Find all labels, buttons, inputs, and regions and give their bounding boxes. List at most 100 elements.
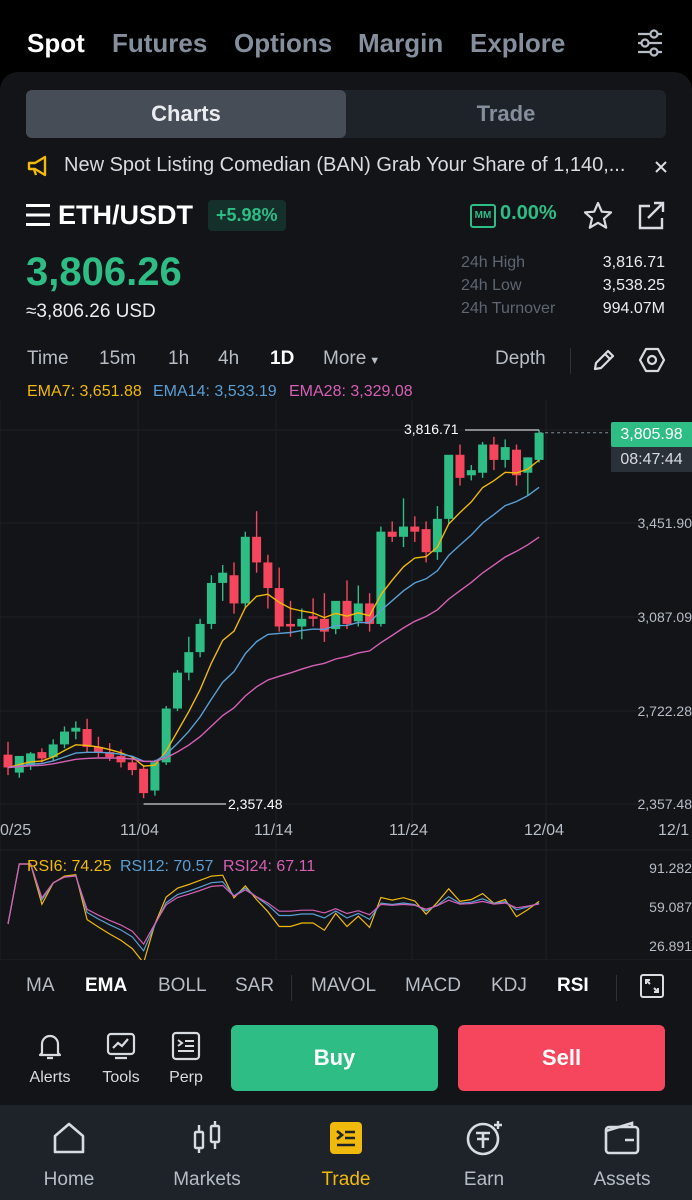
- high-marker-label: 3,816.71: [404, 421, 459, 437]
- low-marker-label: 2,357.48: [228, 796, 283, 812]
- nav-trade[interactable]: Trade: [286, 1111, 406, 1190]
- y-tick: 2,357.48: [637, 796, 692, 812]
- perp-icon: [171, 1031, 201, 1061]
- tab-spot[interactable]: Spot: [27, 28, 85, 58]
- timeframe-time[interactable]: Time: [27, 348, 69, 369]
- indicator-ema[interactable]: EMA: [85, 975, 128, 996]
- nav-assets[interactable]: Assets: [562, 1111, 682, 1190]
- indicator-kdj[interactable]: KDJ: [491, 975, 527, 996]
- trade-tab[interactable]: Trade: [476, 101, 536, 126]
- pair-name[interactable]: ETH/USDT: [58, 200, 193, 230]
- fullscreen-icon[interactable]: [639, 973, 665, 999]
- timeframe-15m[interactable]: 15m: [99, 348, 136, 369]
- nav-earn[interactable]: Earn: [424, 1111, 544, 1190]
- tab-options[interactable]: Options: [234, 28, 333, 58]
- candle: [455, 454, 465, 478]
- rsi6-line: [7, 863, 540, 960]
- candle: [365, 603, 375, 624]
- candle: [512, 449, 521, 476]
- close-icon[interactable]: [654, 160, 668, 174]
- current-price-tag: 3,805.98: [611, 422, 692, 447]
- candle: [252, 536, 262, 563]
- timeframe-1d[interactable]: 1D: [270, 348, 295, 369]
- candle: [274, 588, 284, 627]
- indicator-boll[interactable]: BOLL: [158, 975, 207, 996]
- alerts-button[interactable]: Alerts: [20, 1030, 80, 1087]
- chart-settings-icon[interactable]: [638, 347, 666, 373]
- sell-button[interactable]: Sell: [458, 1025, 665, 1091]
- charts-tab[interactable]: Charts: [26, 90, 346, 138]
- candle: [60, 731, 69, 745]
- indicator-mavol[interactable]: MAVOL: [311, 975, 377, 996]
- mm-icon: MM: [470, 204, 496, 228]
- indicator-ma[interactable]: MA: [26, 975, 55, 996]
- candle: [297, 618, 307, 627]
- mm-value: 0.00%: [500, 202, 557, 224]
- ema28-line: [7, 536, 540, 769]
- indicator-macd[interactable]: MACD: [405, 975, 461, 996]
- tools-button[interactable]: Tools: [91, 1030, 151, 1087]
- candle: [150, 762, 160, 791]
- x-tick: 11/24: [389, 822, 428, 839]
- candle: [523, 457, 533, 473]
- megaphone-icon: [27, 155, 47, 177]
- tab-explore[interactable]: Explore: [470, 28, 566, 58]
- candle: [116, 755, 126, 763]
- timeframe-1h[interactable]: 1h: [168, 348, 190, 369]
- candlesticks: [3, 429, 611, 805]
- announcement-bar[interactable]: New Spot Listing Comedian (BAN) Grab You…: [26, 150, 672, 184]
- candle: [184, 652, 194, 673]
- candle: [93, 746, 103, 753]
- 24h-high-label: 24h High: [461, 254, 526, 271]
- candle: [466, 470, 476, 476]
- candle: [399, 526, 408, 537]
- candle: [218, 572, 228, 583]
- candle: [229, 575, 239, 604]
- candle: [319, 618, 329, 632]
- candle: [421, 529, 431, 553]
- candle: [444, 454, 454, 519]
- rsi24-legend: RSI24: 67.11: [223, 858, 316, 875]
- ema14-legend: EMA14: 3,533.19: [153, 383, 277, 400]
- candle: [71, 727, 81, 732]
- x-tick: 12/04: [524, 822, 565, 839]
- alerts-label: Alerts: [29, 1069, 71, 1086]
- rsi-lines: [7, 863, 540, 960]
- timeframe-more[interactable]: More ▼: [323, 348, 380, 370]
- nav-markets-label: Markets: [173, 1169, 241, 1190]
- buy-button[interactable]: Buy: [231, 1025, 438, 1091]
- depth-tab[interactable]: Depth: [495, 348, 546, 369]
- candle: [500, 447, 510, 460]
- perp-label: Perp: [169, 1069, 203, 1086]
- tab-futures[interactable]: Futures: [112, 28, 208, 58]
- y-tick: 3,087.09: [637, 609, 692, 625]
- x-tick: 12/1: [658, 822, 690, 839]
- indicator-sar[interactable]: SAR: [235, 975, 275, 996]
- rsi12-legend: RSI12: 70.57: [120, 858, 214, 875]
- perp-button[interactable]: Perp: [156, 1030, 216, 1087]
- pencil-icon[interactable]: [591, 347, 617, 373]
- divider: [570, 348, 571, 374]
- tab-margin[interactable]: Margin: [358, 28, 444, 58]
- main-panel: [0, 72, 692, 1105]
- timeframe-4h[interactable]: 4h: [218, 348, 240, 369]
- y-tick: 3,451.90: [637, 515, 692, 531]
- candle: [127, 762, 137, 771]
- candle: [286, 623, 295, 627]
- settings-sliders-icon[interactable]: [634, 28, 666, 58]
- pair-menu-icon[interactable]: [26, 204, 52, 226]
- trade-icon: [330, 1122, 362, 1154]
- candle: [478, 444, 488, 473]
- price-change-badge: +5.98%: [208, 200, 286, 231]
- candle: [139, 768, 149, 794]
- indicator-rsi[interactable]: RSI: [557, 975, 589, 996]
- nav-home[interactable]: Home: [9, 1111, 129, 1190]
- candle: [534, 432, 544, 460]
- rsi-y-tick: 26.891: [649, 938, 692, 954]
- share-icon[interactable]: [636, 200, 666, 232]
- price-chart[interactable]: [0, 0, 692, 960]
- nav-markets[interactable]: Markets: [147, 1111, 267, 1190]
- x-tick: 11/14: [254, 822, 293, 839]
- star-icon[interactable]: [582, 200, 614, 232]
- candle: [173, 672, 182, 709]
